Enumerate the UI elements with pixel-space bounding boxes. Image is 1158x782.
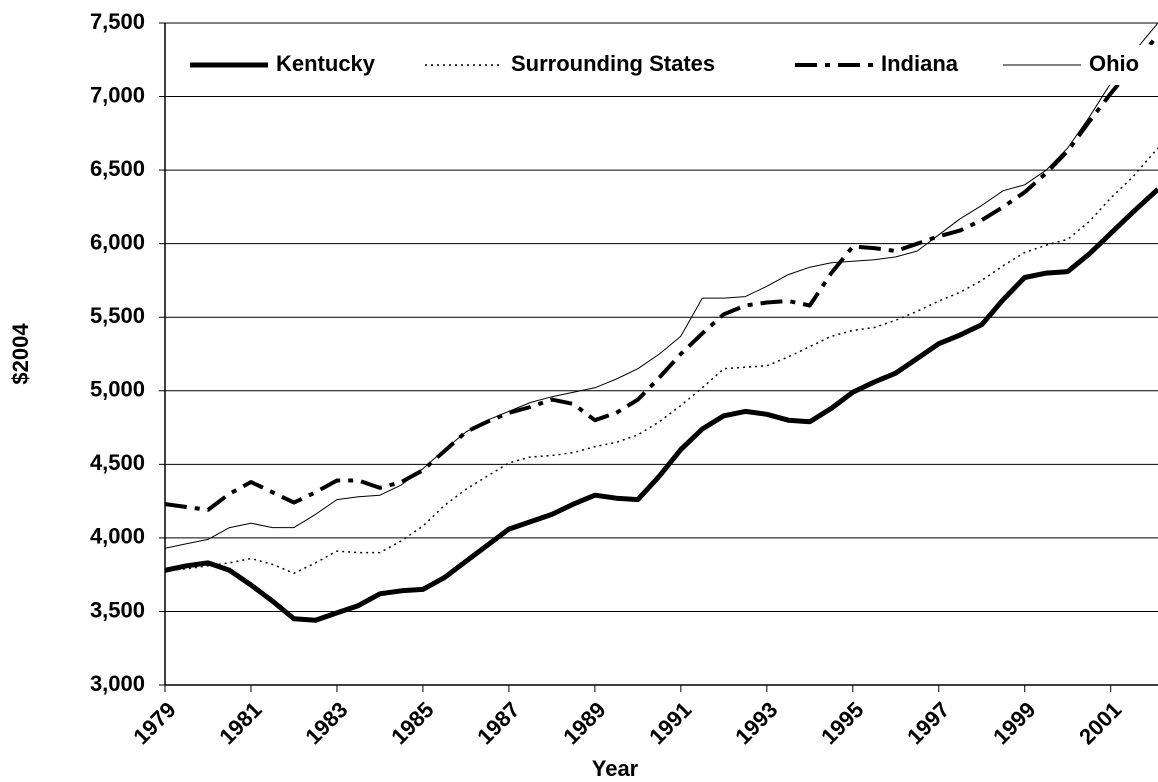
x-tick-label: 1999 — [988, 697, 1040, 749]
x-tick-label: 2001 — [1074, 697, 1126, 749]
y-axis-label: $2004 — [8, 323, 33, 385]
y-tick-label: 4,000 — [90, 524, 145, 549]
x-axis-label: Year — [592, 756, 639, 781]
x-tick-label: 1993 — [730, 697, 782, 749]
series-line — [165, 147, 1158, 574]
y-tick-label: 5,000 — [90, 377, 145, 402]
legend-label: Kentucky — [276, 51, 376, 76]
x-tick-label: 1995 — [816, 697, 868, 749]
series-line — [165, 23, 1158, 549]
x-tick-label: 1989 — [558, 697, 610, 749]
legend-label: Ohio — [1089, 51, 1139, 76]
x-tick-label: 1991 — [644, 697, 696, 749]
y-tick-label: 6,000 — [90, 229, 145, 254]
legend-label: Surrounding States — [511, 51, 715, 76]
legend-box — [185, 45, 1158, 85]
y-tick-label: 3,000 — [90, 671, 145, 696]
y-tick-label: 4,500 — [90, 450, 145, 475]
y-tick-label: 5,500 — [90, 303, 145, 328]
x-tick-label: 1981 — [214, 697, 266, 749]
x-tick-label: 1987 — [472, 697, 524, 749]
x-tick-label: 1985 — [386, 697, 438, 749]
y-tick-label: 3,500 — [90, 597, 145, 622]
series-line — [165, 33, 1158, 512]
x-tick-label: 1983 — [300, 697, 352, 749]
y-tick-label: 7,500 — [90, 9, 145, 34]
x-tick-label: 1979 — [128, 697, 180, 749]
series-line — [165, 187, 1158, 623]
x-tick-label: 1997 — [902, 697, 954, 749]
y-tick-label: 6,500 — [90, 156, 145, 181]
y-tick-label: 7,000 — [90, 82, 145, 107]
legend-label: Indiana — [881, 51, 959, 76]
